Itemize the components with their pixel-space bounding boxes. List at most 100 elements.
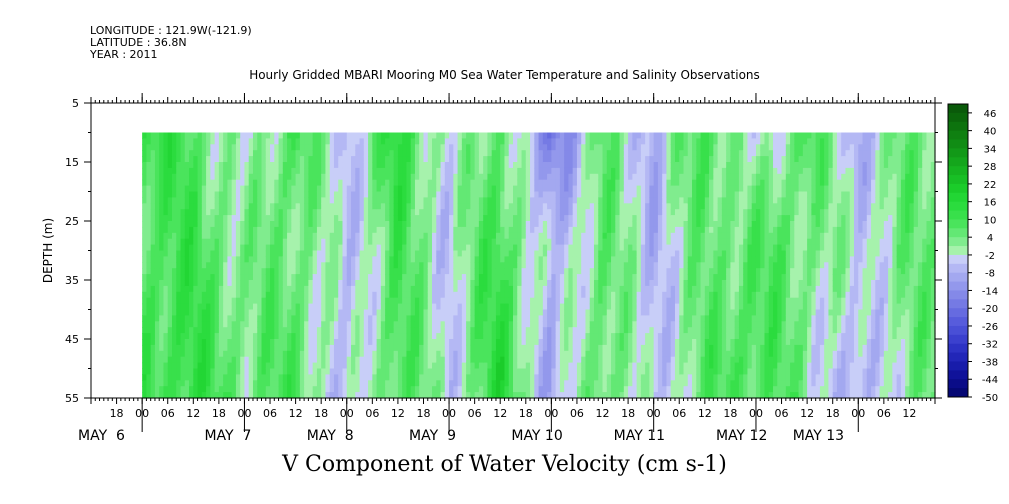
heatmap-cell: [146, 156, 152, 163]
heatmap-cell: [427, 309, 433, 316]
heatmap-cell: [410, 274, 416, 281]
heatmap-cell: [159, 315, 165, 322]
heatmap-cell: [338, 179, 344, 187]
heatmap-cell: [359, 156, 365, 163]
heatmap-cell: [419, 250, 425, 257]
heatmap-cell: [483, 179, 489, 187]
heatmap-cell: [304, 262, 309, 269]
heatmap-cell: [142, 262, 148, 269]
heatmap-cell: [525, 138, 531, 145]
heatmap-cell: [278, 274, 284, 281]
heatmap-cell: [363, 156, 369, 163]
heatmap-cell: [274, 238, 280, 246]
heatmap-cell: [270, 274, 275, 281]
heatmap-cell: [270, 297, 275, 305]
heatmap-cell: [453, 167, 459, 175]
heatmap-cell: [432, 280, 437, 287]
heatmap-cell: [453, 274, 459, 281]
heatmap-cell: [206, 132, 211, 139]
heatmap-cell: [261, 215, 267, 222]
heatmap-cell: [427, 162, 433, 169]
heatmap-cell: [304, 297, 309, 305]
heatmap-cell: [167, 339, 173, 346]
heatmap-cell: [278, 232, 284, 240]
heatmap-cell: [474, 321, 480, 328]
heatmap-cell: [534, 380, 540, 387]
heatmap-cell: [453, 291, 459, 299]
heatmap-cell: [206, 339, 211, 346]
heatmap-cell: [201, 179, 207, 187]
heatmap-cell: [495, 250, 501, 257]
heatmap-cell: [180, 333, 186, 340]
heatmap-cell: [355, 167, 361, 175]
heatmap-cell: [589, 221, 595, 228]
heatmap-cell: [278, 191, 284, 198]
heatmap-cell: [197, 291, 203, 299]
heatmap-cell: [551, 256, 557, 263]
heatmap-cell: [218, 138, 224, 145]
heatmap-cell: [432, 138, 437, 145]
heatmap-cell: [508, 256, 514, 263]
heatmap-cell: [321, 191, 327, 198]
heatmap-cell: [159, 386, 165, 393]
heatmap-cell: [308, 167, 314, 175]
heatmap-cell: [206, 386, 211, 393]
heatmap-cell: [530, 362, 535, 370]
heatmap-cell: [449, 380, 454, 387]
heatmap-cell: [585, 150, 591, 157]
heatmap-cell: [517, 162, 523, 169]
heatmap-cell: [530, 250, 535, 257]
heatmap-cell: [295, 250, 301, 257]
heatmap-cell: [321, 226, 327, 234]
heatmap-cell: [248, 262, 254, 269]
heatmap-cell: [329, 303, 335, 311]
heatmap-cell: [611, 339, 616, 346]
heatmap-cell: [316, 380, 322, 387]
heatmap-cell: [176, 197, 182, 204]
heatmap-cell: [530, 209, 535, 216]
heatmap-cell: [252, 167, 258, 175]
heatmap-cell: [206, 226, 211, 234]
heatmap-cell: [525, 226, 531, 234]
heatmap-cell: [470, 362, 476, 370]
heatmap-cell: [197, 262, 203, 269]
heatmap-cell: [427, 144, 433, 151]
heatmap-cell: [538, 238, 544, 246]
heatmap-cell: [304, 203, 309, 210]
heatmap-cell: [278, 209, 284, 216]
heatmap-cell: [474, 138, 480, 145]
heatmap-cell: [189, 291, 194, 299]
heatmap-cell: [602, 327, 608, 334]
heatmap-cell: [325, 297, 331, 305]
heatmap-cell: [333, 162, 339, 169]
heatmap-cell: [410, 167, 416, 175]
heatmap-cell: [568, 333, 574, 340]
heatmap-cell: [449, 250, 454, 257]
heatmap-cell: [167, 350, 173, 358]
heatmap-cell: [606, 333, 612, 340]
heatmap-cell: [461, 315, 467, 322]
heatmap-cell: [521, 356, 527, 364]
heatmap-cell: [338, 191, 344, 198]
heatmap-cell: [329, 297, 335, 305]
heatmap-cell: [547, 303, 552, 311]
heatmap-cell: [248, 386, 254, 393]
heatmap-cell: [589, 356, 595, 364]
heatmap-cell: [189, 162, 194, 169]
heatmap-cell: [235, 256, 241, 263]
heatmap-cell: [491, 344, 497, 352]
heatmap-cell: [304, 221, 309, 228]
heatmap-cell: [189, 315, 194, 322]
heatmap-cell: [534, 167, 540, 175]
heatmap-cell: [316, 339, 322, 346]
heatmap-cell: [606, 256, 612, 263]
heatmap-cell: [513, 162, 518, 169]
heatmap-cell: [193, 221, 199, 228]
heatmap-cell: [376, 167, 382, 175]
heatmap-cell: [453, 232, 459, 240]
heatmap-cell: [410, 297, 416, 305]
heatmap-cell: [376, 333, 382, 340]
heatmap-cell: [265, 380, 271, 387]
heatmap-cell: [295, 344, 301, 352]
heatmap-cell: [466, 333, 471, 340]
